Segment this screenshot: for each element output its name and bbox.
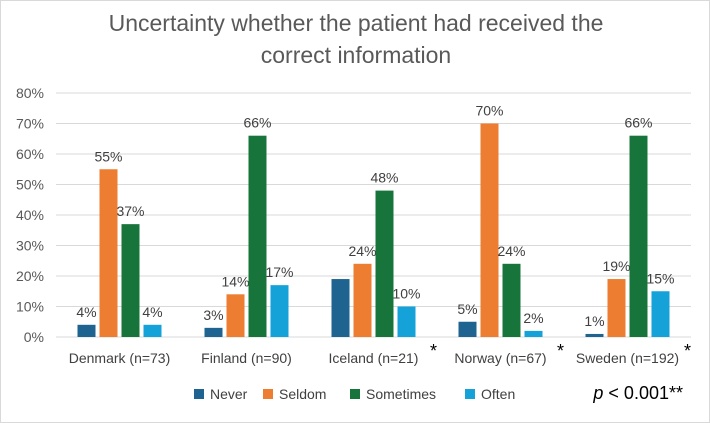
y-tick-label: 80% [16,85,44,101]
data-label: 37% [116,203,144,219]
bar-never [204,327,223,337]
bar-seldom [480,123,499,337]
bar-often [524,330,543,337]
y-tick-label: 10% [16,299,44,315]
bar-sometimes [629,135,648,337]
bar-never [331,279,350,337]
x-category-label: Iceland (n=21) [329,350,419,366]
data-label: 66% [243,115,271,131]
bar-never [77,324,96,337]
significance-star: * [684,341,691,361]
bar-sometimes [248,135,267,337]
bar-sometimes [502,263,521,337]
data-label: 4% [142,304,162,320]
x-category-label: Finland (n=90) [201,350,292,366]
data-label: 10% [392,286,420,302]
bar-sometimes [375,190,394,337]
data-label: 14% [221,273,249,289]
legend-label-often: Often [481,386,515,402]
bar-seldom [607,279,626,337]
data-label: 4% [76,304,96,320]
legend-label-sometimes: Sometimes [366,386,436,402]
y-tick-label: 50% [16,177,44,193]
p-value-annotation: p < 0.001** [593,383,683,404]
y-tick-label: 60% [16,146,44,162]
bar-seldom [353,263,372,337]
data-label: 19% [602,258,630,274]
data-label: 70% [475,103,503,119]
bar-never [585,333,604,337]
x-category-label: Norway (n=67) [454,350,546,366]
data-label: 24% [497,243,525,259]
bar-seldom [99,169,118,337]
significance-star: * [557,341,564,361]
legend-swatch-often [465,389,475,399]
bar-often [270,285,289,337]
y-tick-label: 20% [16,268,44,284]
bar-often [397,306,416,337]
bar-seldom [226,294,245,337]
y-tick-label: 70% [16,116,44,132]
x-category-label: Sweden (n=192) [576,350,679,366]
data-label: 48% [370,170,398,186]
y-tick-label: 40% [16,207,44,223]
data-label: 24% [348,243,376,259]
chart-title: Uncertainty whether the patient had rece… [1,7,710,71]
bar-never [458,321,477,337]
legend-swatch-never [194,389,204,399]
p-value-text: < 0.001** [603,383,683,403]
bar-often [143,324,162,337]
data-label: 66% [624,115,652,131]
data-label: 1% [584,313,604,329]
legend-label-seldom: Seldom [279,386,326,402]
bar-often [651,291,670,337]
y-tick-label: 0% [24,329,44,345]
data-label: 3% [203,307,223,323]
legend-swatch-sometimes [350,389,360,399]
data-label: 17% [265,264,293,280]
data-label: 15% [646,270,674,286]
chart-title-line2: correct information [260,42,452,68]
chart-title-line1: Uncertainty whether the patient had rece… [108,10,604,36]
data-label: 5% [457,301,477,317]
data-label: 55% [94,148,122,164]
significance-star: * [430,341,437,361]
x-category-label: Denmark (n=73) [69,350,171,366]
legend-swatch-seldom [263,389,273,399]
data-label: 2% [523,310,543,326]
bar-sometimes [121,224,140,337]
p-value-symbol: p [593,383,604,403]
legend-label-never: Never [210,386,248,402]
y-tick-label: 30% [16,238,44,254]
